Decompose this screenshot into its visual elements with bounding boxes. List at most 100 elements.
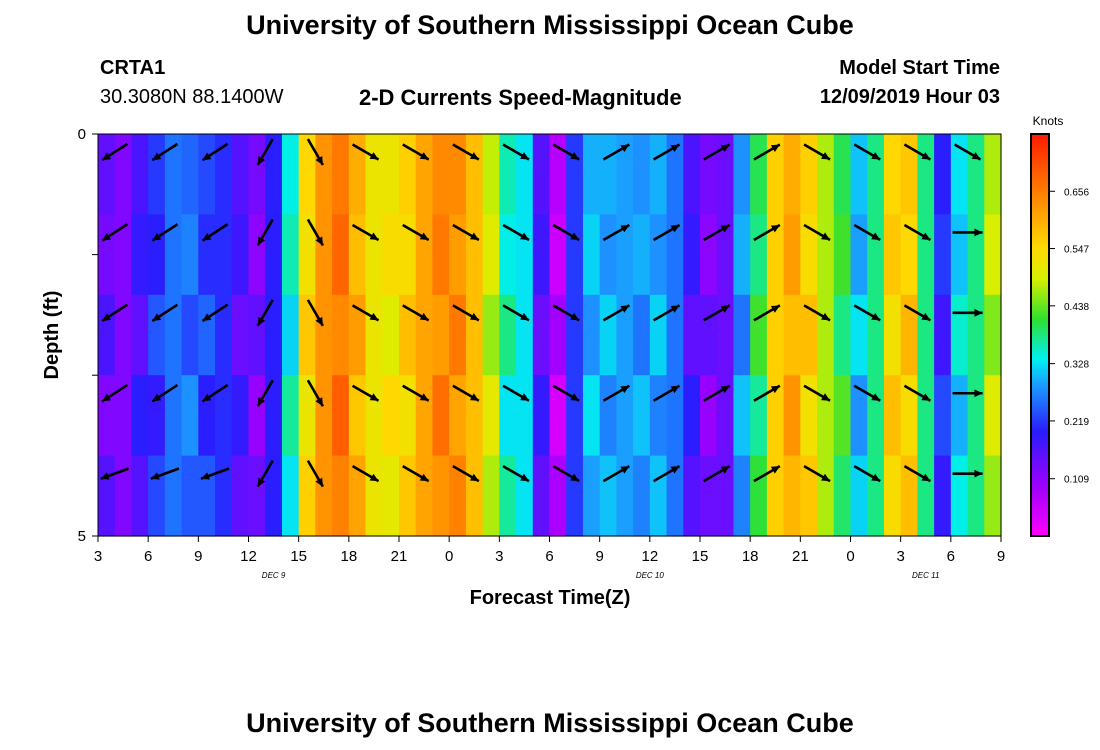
current-vector bbox=[952, 469, 983, 478]
heatmap-cell bbox=[248, 214, 266, 296]
x-tick-label: 0 bbox=[846, 548, 854, 565]
bottom-title: University of Southern Mississippi Ocean… bbox=[246, 708, 854, 738]
current-vector bbox=[803, 223, 831, 242]
heatmap-cell bbox=[833, 214, 852, 296]
heatmap-cell bbox=[532, 214, 551, 296]
heatmap-cell bbox=[516, 375, 534, 457]
heatmap-cell bbox=[984, 294, 1002, 376]
heatmap-cell bbox=[365, 375, 383, 457]
heatmap-cell bbox=[415, 214, 434, 296]
heatmap-cell bbox=[131, 214, 149, 296]
heatmap-cell bbox=[817, 134, 835, 215]
heatmap-cell bbox=[867, 455, 885, 537]
current-vector bbox=[753, 143, 781, 161]
heatmap-cell bbox=[465, 294, 484, 376]
heatmap-cell bbox=[465, 455, 484, 537]
heatmap-cell bbox=[449, 134, 467, 215]
current-vector bbox=[256, 459, 274, 488]
heatmap-cell bbox=[850, 134, 868, 215]
heatmap-cell bbox=[683, 134, 701, 215]
heatmap-cell bbox=[633, 455, 651, 537]
current-vector bbox=[703, 143, 731, 161]
heatmap-cell bbox=[750, 214, 768, 296]
heatmap-cell bbox=[716, 375, 735, 457]
heatmap-cell bbox=[265, 134, 283, 215]
heatmap-cell bbox=[482, 375, 500, 457]
heatmap-cell bbox=[265, 294, 283, 376]
heatmap-cell bbox=[532, 294, 551, 376]
heatmap-cell bbox=[566, 134, 584, 215]
current-vector bbox=[452, 304, 480, 322]
heatmap-cell bbox=[315, 455, 333, 537]
heatmap-cell bbox=[315, 375, 333, 457]
heatmap-cell bbox=[114, 375, 133, 457]
heatmap-cell bbox=[950, 134, 969, 215]
heatmap-cell bbox=[967, 214, 985, 296]
heatmap-cell bbox=[499, 375, 517, 457]
heatmap-cell bbox=[332, 214, 350, 296]
heatmap-cell bbox=[98, 375, 116, 457]
current-vector bbox=[953, 143, 982, 161]
heatmap-cell bbox=[516, 134, 534, 215]
current-vector bbox=[853, 143, 881, 161]
heatmap-cell bbox=[231, 214, 250, 296]
current-vector bbox=[256, 299, 274, 327]
current-vector bbox=[502, 465, 530, 483]
current-vector bbox=[952, 308, 983, 317]
y-axis-label: Depth (ft) bbox=[41, 291, 63, 380]
current-vector bbox=[151, 383, 179, 403]
heatmap-cell bbox=[917, 375, 935, 457]
heatmap-cell bbox=[833, 134, 852, 215]
current-vector bbox=[101, 142, 129, 162]
heatmap-cell bbox=[114, 214, 133, 296]
x-tick-label: 12 bbox=[641, 548, 658, 565]
heatmap-cell bbox=[900, 294, 918, 376]
current-vector bbox=[402, 143, 430, 161]
current-vector bbox=[753, 465, 781, 483]
heatmap-cell bbox=[800, 214, 818, 296]
heatmap-cell bbox=[164, 375, 183, 457]
heatmap-cell bbox=[666, 455, 684, 537]
heatmap-cell bbox=[666, 375, 684, 457]
colorbar-scale bbox=[1030, 133, 1050, 537]
y-tick-label: 5 bbox=[78, 528, 86, 545]
colorbar-tick-label: 0.438 bbox=[1064, 302, 1089, 313]
colorbar-tick-label: 0.547 bbox=[1064, 245, 1089, 256]
heatmap-cell bbox=[399, 375, 417, 457]
current-vector bbox=[602, 465, 631, 483]
current-vectors bbox=[100, 138, 983, 488]
heatmap-cell bbox=[984, 375, 1002, 457]
x-tick-label: 3 bbox=[495, 548, 503, 565]
current-vector bbox=[101, 223, 129, 242]
heatmap-cell bbox=[900, 214, 918, 296]
heatmap-cell bbox=[465, 134, 484, 215]
heatmap-cell bbox=[365, 455, 383, 537]
heatmap-cell bbox=[867, 375, 885, 457]
heatmap-cell bbox=[98, 455, 116, 537]
heatmap-cell bbox=[415, 375, 434, 457]
heatmap-cell bbox=[131, 294, 149, 376]
heatmap-cell bbox=[281, 375, 300, 457]
heatmap-cell bbox=[198, 294, 216, 376]
current-vector bbox=[201, 383, 229, 403]
heatmap-cell bbox=[867, 214, 885, 296]
heatmap-cell bbox=[265, 455, 283, 537]
heatmap-cell bbox=[599, 134, 617, 215]
heatmap-cell bbox=[315, 294, 333, 376]
heatmap-cell bbox=[215, 214, 233, 296]
heatmap-cell bbox=[917, 455, 935, 537]
current-vector bbox=[402, 223, 430, 242]
heatmap-cell bbox=[817, 455, 835, 537]
x-tick-label: 6 bbox=[144, 548, 152, 565]
x-tick-label: 9 bbox=[997, 548, 1005, 565]
current-vector bbox=[803, 143, 831, 161]
current-vector bbox=[150, 467, 180, 480]
heatmap-cell bbox=[649, 294, 668, 376]
heatmap-cell bbox=[616, 134, 634, 215]
heatmap-cell bbox=[683, 375, 701, 457]
current-vector bbox=[452, 143, 480, 161]
station-id: CRTA1 bbox=[100, 57, 166, 79]
x-tick-label: 18 bbox=[742, 548, 759, 565]
x-tick-label: 21 bbox=[391, 548, 408, 565]
current-vector bbox=[402, 465, 430, 483]
